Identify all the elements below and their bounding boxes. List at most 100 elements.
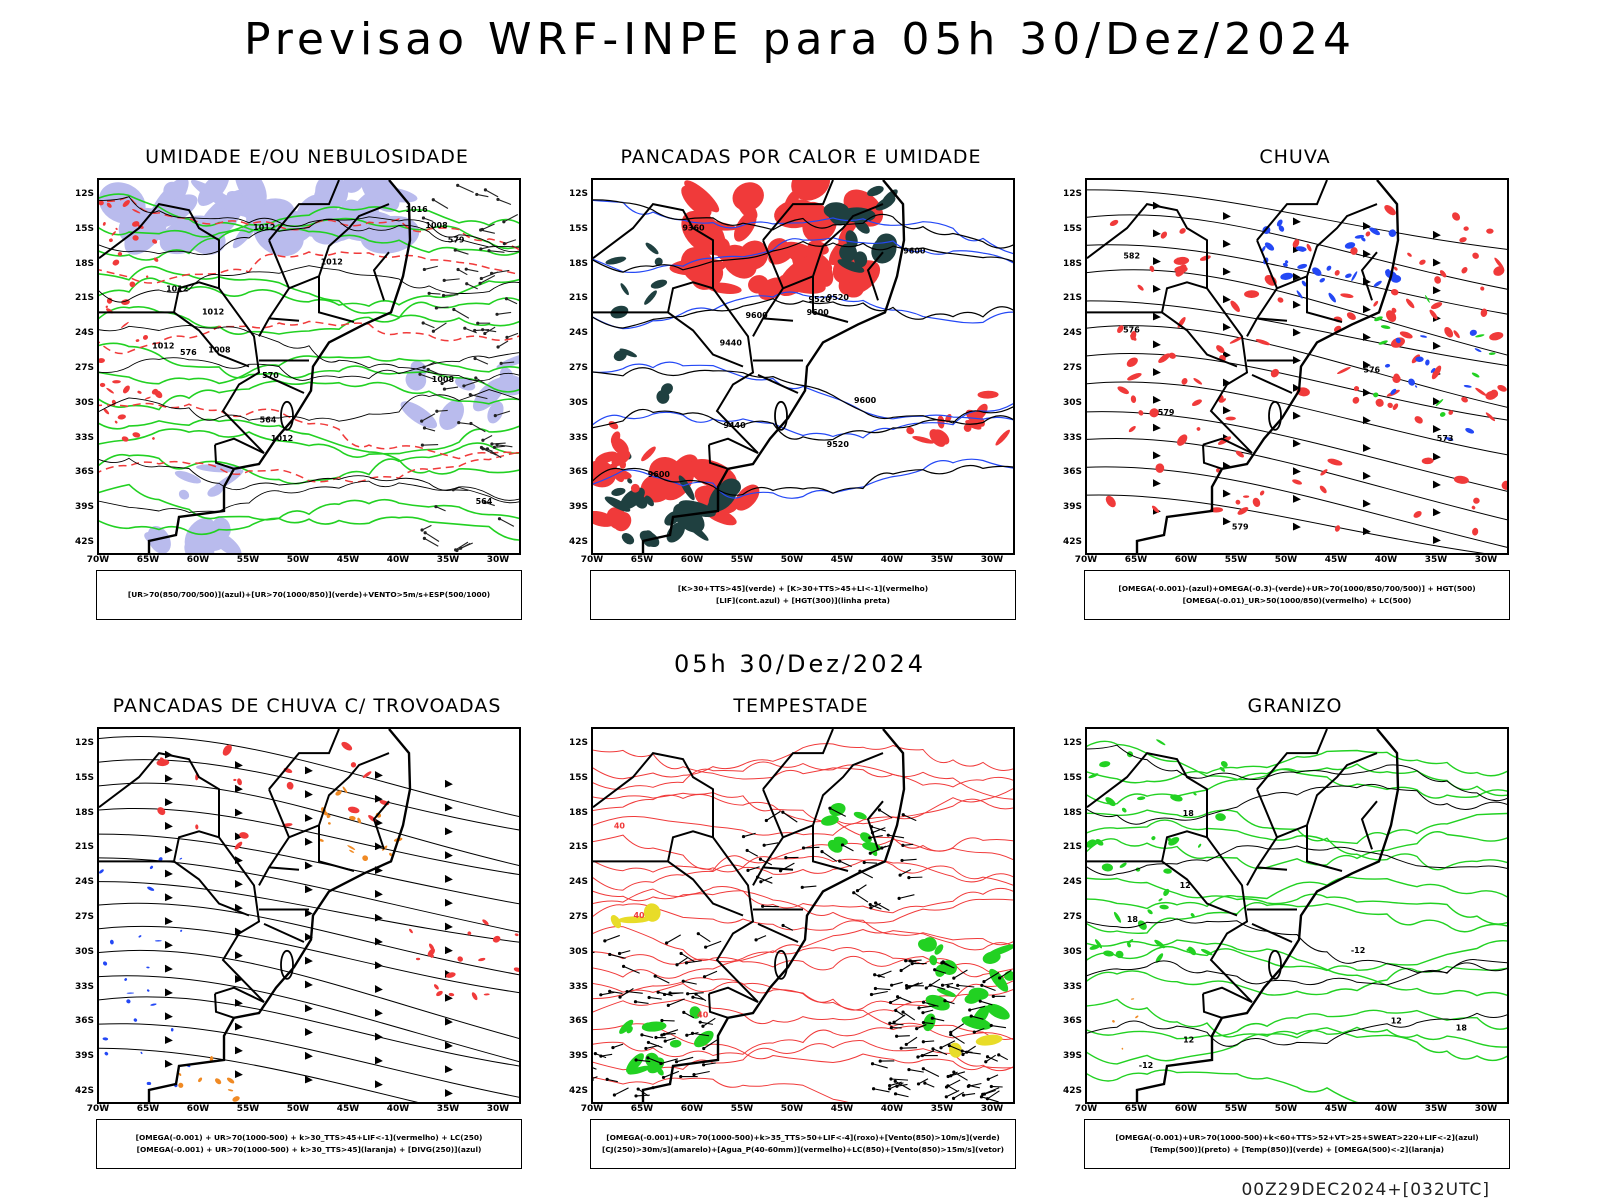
field-patch (1373, 300, 1379, 307)
flow-arrow (304, 1004, 313, 1013)
field-patch (620, 487, 645, 510)
wind-vector (864, 861, 878, 864)
flow-arrow (234, 784, 243, 793)
wind-vector (423, 217, 434, 223)
field-patch (1160, 231, 1168, 239)
wind-vector-head (696, 932, 700, 936)
wind-vector-head (431, 329, 435, 333)
latitude-tick-label: 15S (74, 223, 94, 234)
wind-vector (895, 1010, 905, 1017)
wind-vector-head (941, 960, 945, 964)
wind-vector (853, 892, 869, 903)
field-patch (1352, 396, 1360, 404)
border-line (757, 922, 799, 943)
field-patch (1386, 310, 1397, 322)
wind-vector (743, 832, 756, 838)
hgt500-streamlines (1087, 189, 1507, 553)
border-line (318, 825, 355, 872)
wind-vector (932, 1048, 948, 1056)
contour-line (99, 498, 519, 536)
field-patch (627, 478, 633, 484)
wind-vector-head (476, 321, 480, 325)
wind-vector (457, 269, 468, 276)
contour-label: 582 (1123, 252, 1140, 261)
border-line (593, 203, 759, 454)
contour-label: 1008 (432, 375, 455, 384)
wind-vector-head (420, 528, 424, 532)
field-patch (109, 238, 113, 243)
border-line (1256, 317, 1288, 322)
field-patch (630, 483, 640, 493)
wind-vector-head (862, 860, 866, 865)
field-patch (124, 978, 128, 981)
contour-label: 1016 (405, 205, 428, 214)
wind-vector (923, 1068, 940, 1077)
map-canvas: 9600960096009600960095209520952094409440… (593, 180, 1013, 553)
longitude-tick-label: 70W (86, 555, 110, 565)
flow-arrow (304, 861, 313, 870)
contour-line (1087, 1069, 1359, 1102)
field-patch (227, 1089, 234, 1092)
wind-vector-head (457, 421, 461, 425)
wind-vector (423, 361, 435, 368)
field-patch (1199, 255, 1211, 261)
wind-vector (593, 951, 595, 954)
contour-label: 1012 (166, 284, 188, 293)
field-patch (1459, 237, 1467, 243)
wind-vector (680, 952, 695, 963)
wind-vector (985, 1054, 996, 1063)
longitude-tick-label: 35W (1424, 1104, 1448, 1114)
latitude-tick-label: 30S (74, 946, 94, 957)
contour-line (593, 1076, 849, 1102)
field-patch (1425, 359, 1430, 366)
legend-line: [OMEGA(-0.01)_UR>50(1000/850)(vermelho) … (1182, 596, 1412, 605)
wind-vector-head (889, 1026, 893, 1030)
wind-vector-head (686, 992, 690, 996)
wind-vector-head (869, 906, 873, 910)
lagoon (774, 400, 788, 431)
panel-title-pancadas-calor: PANCADAS POR CALOR E UMIDADE (620, 146, 982, 168)
latitude-tick-label: 42S (74, 1086, 94, 1096)
flow-arrow (164, 1059, 173, 1068)
contour-line (593, 838, 1013, 873)
flow-arrow (1432, 508, 1441, 517)
field-patch (210, 530, 242, 553)
field-patch (1465, 428, 1475, 434)
field-patch (328, 822, 331, 825)
wind-vector (802, 885, 817, 888)
contour-line (99, 251, 519, 284)
wind-vector-head (698, 1020, 702, 1024)
contour-line (1087, 744, 1507, 802)
latitude-tick-label: 30S (568, 946, 588, 957)
field-patch (862, 842, 882, 852)
field-patch (1387, 402, 1393, 409)
field-patch (610, 915, 622, 929)
legend-box-pancadas-calor: [K>30+TTS>45](verde) + [K>30+TTS>45+LI<-… (590, 570, 1016, 620)
wind-vector-head (421, 216, 426, 220)
field-patch (180, 929, 183, 932)
border-line (1276, 203, 1378, 290)
longitude-tick-label: 65W (1124, 1104, 1148, 1114)
streamline (1087, 411, 1507, 492)
field-patch (1365, 231, 1371, 237)
field-patch (1156, 739, 1166, 746)
wind-vector-head (593, 1052, 597, 1056)
streamline (1087, 325, 1507, 408)
contour-label: 576 (1123, 326, 1140, 335)
wind-vector-head (868, 836, 872, 840)
wind-vector-head (496, 197, 500, 202)
field-patch (400, 401, 438, 429)
field-patch (102, 221, 106, 226)
humidity-low-contours (99, 193, 519, 541)
field-patch (1480, 286, 1485, 291)
latitude-tick-label: 30S (1062, 946, 1082, 957)
wind-vector-head (485, 447, 490, 451)
wind-vector (980, 1000, 993, 1006)
field-patch (1119, 862, 1127, 868)
contour-line (99, 483, 519, 541)
latitude-tick-label: 12S (74, 738, 94, 748)
wind-vector-head (852, 891, 856, 895)
flow-arrow (374, 771, 383, 779)
map-panel-pancadas-trovoadas (97, 727, 521, 1104)
field-patch (1276, 219, 1283, 227)
